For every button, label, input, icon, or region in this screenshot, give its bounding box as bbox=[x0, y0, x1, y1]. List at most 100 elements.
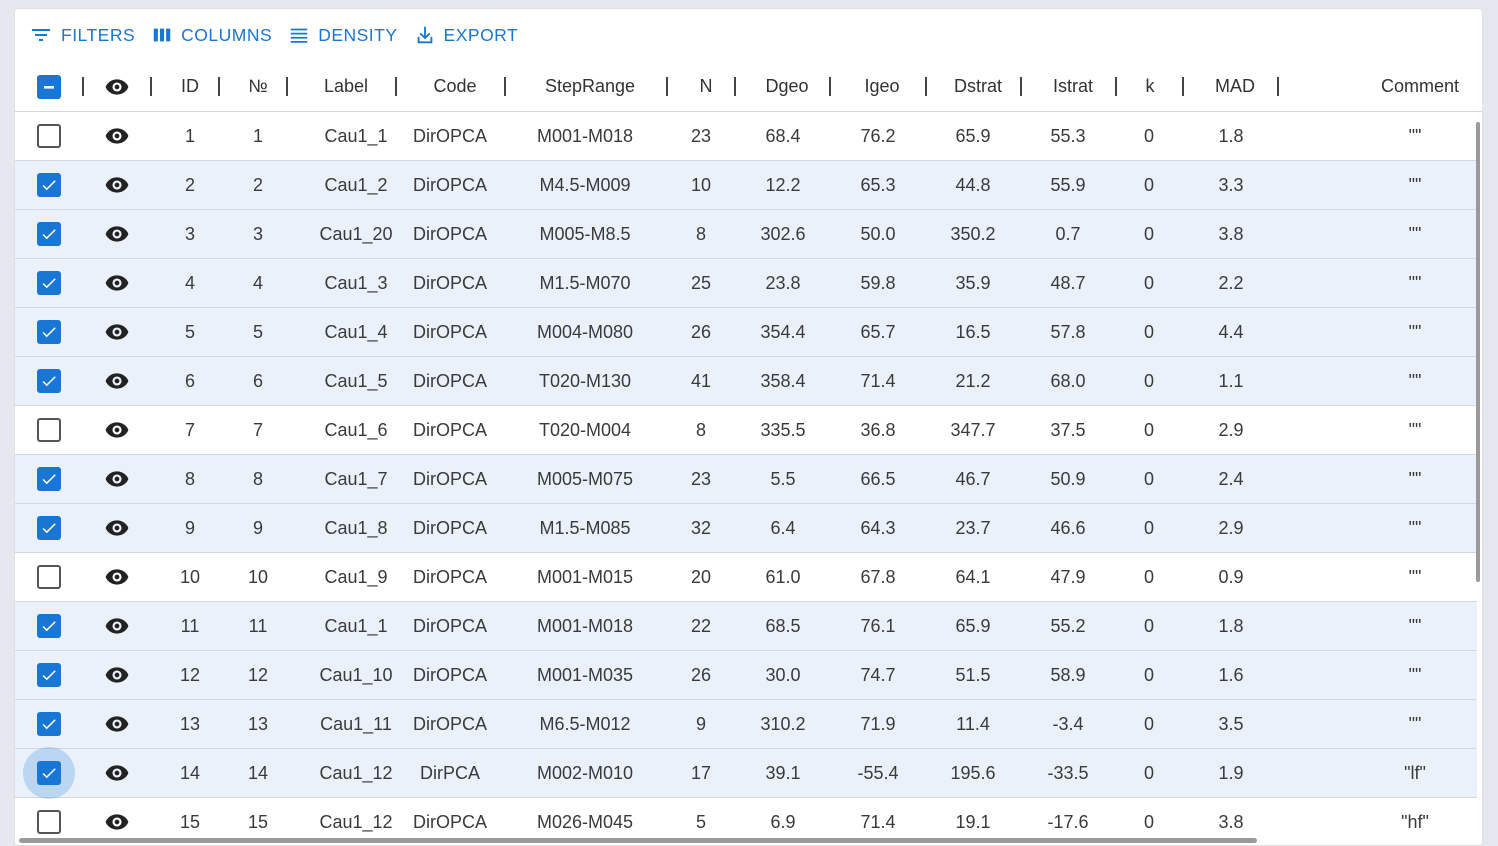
header-dgeo[interactable]: Dgeo bbox=[765, 76, 809, 96]
cell-comment[interactable]: "" bbox=[1408, 517, 1422, 538]
cell-dstrat[interactable]: 65.9 bbox=[955, 125, 991, 146]
table-row[interactable]: 2 2 Cau1_2 DirOPCA M4.5-M009 10 12.2 65.3 44.8 55… bbox=[15, 161, 1477, 210]
header-k[interactable]: k bbox=[1145, 76, 1155, 96]
cell-steprange[interactable]: M1.5-M085 bbox=[539, 517, 631, 538]
header-id[interactable]: ID bbox=[181, 76, 199, 96]
visibility-toggle[interactable] bbox=[103, 210, 131, 258]
cell-igeo[interactable]: 71.4 bbox=[860, 370, 896, 391]
row-checkbox-cell[interactable] bbox=[23, 406, 75, 454]
cell-comment[interactable]: "" bbox=[1408, 419, 1422, 440]
cell-istrat[interactable]: 0.7 bbox=[1055, 223, 1081, 244]
cell-label[interactable]: Cau1_8 bbox=[324, 517, 388, 538]
cell-dstrat[interactable]: 16.5 bbox=[955, 321, 991, 342]
cell-num[interactable]: 15 bbox=[247, 811, 269, 832]
row-checkbox-cell[interactable] bbox=[23, 798, 75, 845]
cell-mad[interactable]: 3.3 bbox=[1218, 174, 1244, 195]
column-separator[interactable] bbox=[150, 77, 152, 96]
table-row[interactable]: 15 15 Cau1_12 DirOPCA M026-M045 5 6.9 71.4 19.1 -… bbox=[15, 798, 1477, 845]
table-row[interactable]: 12 12 Cau1_10 DirOPCA M001-M035 26 30.0 74.7 51.… bbox=[15, 651, 1477, 700]
table-row[interactable]: 9 9 Cau1_8 DirOPCA M1.5-M085 32 6.4 64.3 23.7 46.… bbox=[15, 504, 1477, 553]
column-separator[interactable] bbox=[1182, 77, 1184, 96]
visibility-toggle[interactable] bbox=[103, 161, 131, 209]
cell-igeo[interactable]: 59.8 bbox=[860, 272, 896, 293]
header-comment[interactable]: Comment bbox=[1380, 76, 1460, 96]
cell-comment[interactable]: "" bbox=[1408, 174, 1422, 195]
table-row[interactable]: 5 5 Cau1_4 DirOPCA M004-M080 26 354.4 65.7 16.5 5… bbox=[15, 308, 1477, 357]
cell-k[interactable]: 0 bbox=[1143, 615, 1154, 636]
table-row[interactable]: 3 3 Cau1_20 DirOPCA M005-M8.5 8 302.6 50.0 350.2… bbox=[15, 210, 1477, 259]
cell-comment[interactable]: "" bbox=[1408, 664, 1422, 685]
cell-num[interactable]: 5 bbox=[252, 321, 263, 342]
cell-code[interactable]: DirOPCA bbox=[412, 615, 487, 636]
cell-igeo[interactable]: 71.4 bbox=[860, 811, 896, 832]
cell-mad[interactable]: 1.1 bbox=[1218, 370, 1244, 391]
cell-mad[interactable]: 4.4 bbox=[1218, 321, 1244, 342]
cell-steprange[interactable]: M005-M075 bbox=[536, 468, 634, 489]
cell-steprange[interactable]: M6.5-M012 bbox=[539, 713, 631, 734]
cell-code[interactable]: DirOPCA bbox=[412, 223, 487, 244]
cell-comment[interactable]: "hf" bbox=[1401, 811, 1429, 832]
cell-code[interactable]: DirOPCA bbox=[412, 370, 487, 391]
cell-n[interactable]: 10 bbox=[690, 174, 712, 195]
visibility-toggle[interactable] bbox=[103, 308, 131, 356]
cell-mad[interactable]: 2.2 bbox=[1218, 272, 1244, 293]
cell-steprange[interactable]: M4.5-M009 bbox=[539, 174, 631, 195]
header-n[interactable]: N bbox=[699, 76, 713, 96]
cell-label[interactable]: Cau1_11 bbox=[320, 713, 392, 734]
row-checkbox-cell[interactable] bbox=[23, 455, 75, 503]
visibility-toggle[interactable] bbox=[103, 112, 131, 160]
table-row[interactable]: 7 7 Cau1_6 DirOPCA T020-M004 8 335.5 36.8 347.7 3… bbox=[15, 406, 1477, 455]
cell-istrat[interactable]: 55.9 bbox=[1050, 174, 1086, 195]
cell-comment[interactable]: "" bbox=[1408, 468, 1422, 489]
row-checkbox-cell[interactable] bbox=[23, 308, 75, 356]
cell-id[interactable]: 15 bbox=[179, 811, 201, 832]
cell-k[interactable]: 0 bbox=[1143, 272, 1154, 293]
row-checkbox[interactable] bbox=[37, 516, 61, 540]
visibility-toggle[interactable] bbox=[103, 406, 131, 454]
cell-k[interactable]: 0 bbox=[1143, 223, 1154, 244]
cell-comment[interactable]: "" bbox=[1408, 321, 1422, 342]
row-checkbox[interactable] bbox=[37, 320, 61, 344]
cell-comment[interactable]: "" bbox=[1408, 566, 1422, 587]
cell-steprange[interactable]: M005-M8.5 bbox=[539, 223, 631, 244]
cell-steprange[interactable]: M001-M018 bbox=[536, 125, 634, 146]
cell-igeo[interactable]: 65.7 bbox=[860, 321, 896, 342]
cell-steprange[interactable]: M1.5-M070 bbox=[539, 272, 631, 293]
cell-istrat[interactable]: -17.6 bbox=[1047, 811, 1089, 832]
filters-button[interactable]: FILTERS bbox=[29, 23, 135, 47]
row-checkbox[interactable] bbox=[37, 565, 61, 589]
cell-dgeo[interactable]: 354.4 bbox=[760, 321, 806, 342]
header-mad[interactable]: MAD bbox=[1215, 76, 1255, 96]
cell-steprange[interactable]: T020-M130 bbox=[538, 370, 632, 391]
cell-istrat[interactable]: 46.6 bbox=[1050, 517, 1086, 538]
cell-n[interactable]: 9 bbox=[695, 713, 706, 734]
cell-num[interactable]: 12 bbox=[247, 664, 269, 685]
cell-dgeo[interactable]: 12.2 bbox=[765, 174, 801, 195]
cell-istrat[interactable]: 50.9 bbox=[1050, 468, 1086, 489]
row-checkbox[interactable] bbox=[37, 222, 61, 246]
cell-num[interactable]: 2 bbox=[252, 174, 263, 195]
cell-num[interactable]: 7 bbox=[252, 419, 263, 440]
cell-num[interactable]: 9 bbox=[252, 517, 263, 538]
cell-k[interactable]: 0 bbox=[1143, 468, 1154, 489]
cell-igeo[interactable]: 67.8 bbox=[860, 566, 896, 587]
row-checkbox[interactable] bbox=[37, 761, 61, 785]
cell-igeo[interactable]: 36.8 bbox=[860, 419, 896, 440]
cell-dstrat[interactable]: 21.2 bbox=[955, 370, 991, 391]
cell-dgeo[interactable]: 5.5 bbox=[770, 468, 796, 489]
cell-k[interactable]: 0 bbox=[1143, 762, 1154, 783]
header-dstrat[interactable]: Dstrat bbox=[953, 76, 1002, 96]
cell-label[interactable]: Cau1_5 bbox=[324, 370, 388, 391]
header-steprange[interactable]: StepRange bbox=[544, 76, 636, 96]
cell-id[interactable]: 4 bbox=[184, 272, 195, 293]
row-checkbox[interactable] bbox=[37, 810, 61, 834]
cell-igeo[interactable]: 50.0 bbox=[860, 223, 896, 244]
cell-igeo[interactable]: 64.3 bbox=[860, 517, 896, 538]
row-checkbox-cell[interactable] bbox=[23, 700, 75, 748]
cell-label[interactable]: Cau1_7 bbox=[324, 468, 388, 489]
cell-label[interactable]: Cau1_4 bbox=[324, 321, 388, 342]
column-separator[interactable] bbox=[1115, 77, 1117, 96]
cell-id[interactable]: 10 bbox=[179, 566, 201, 587]
cell-id[interactable]: 8 bbox=[184, 468, 195, 489]
cell-igeo[interactable]: 71.9 bbox=[860, 713, 896, 734]
